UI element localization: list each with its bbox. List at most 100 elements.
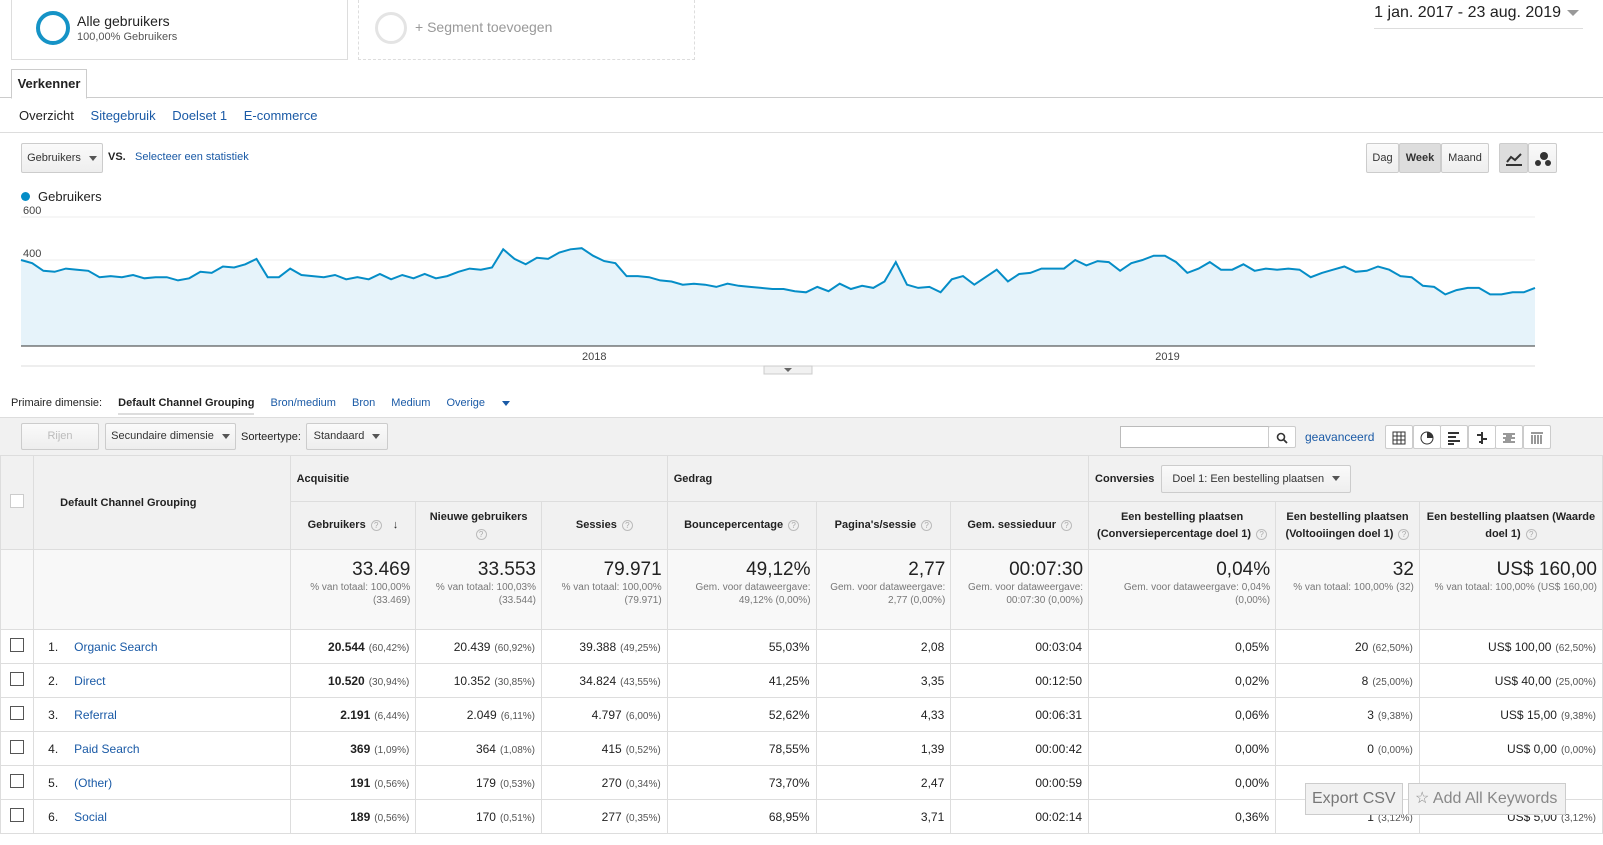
- search-button[interactable]: [1268, 426, 1296, 448]
- y-tick-label: 600: [23, 205, 41, 217]
- date-range-picker[interactable]: 1 jan. 2017 - 23 aug. 2019: [1374, 4, 1583, 29]
- row-checkbox[interactable]: [10, 638, 25, 652]
- dim-source-medium[interactable]: Bron/medium: [270, 397, 336, 409]
- help-icon[interactable]: ?: [1060, 520, 1072, 531]
- line-chart-button[interactable]: [1499, 143, 1528, 173]
- cell-avg-duration: 00:03:04: [950, 629, 1090, 664]
- col-goal-value[interactable]: Een bestelling plaatsen (Waarde doel 1)?: [1418, 501, 1603, 550]
- period-month-button[interactable]: Maand: [1441, 143, 1489, 173]
- row-checkbox[interactable]: [10, 808, 25, 822]
- cell-value: 00:12:50: [1035, 673, 1083, 688]
- users-line-chart[interactable]: 20040060020182019: [0, 205, 1603, 375]
- table-search-input[interactable]: [1120, 426, 1269, 448]
- metric-select[interactable]: Gebruikers: [21, 143, 103, 173]
- select-metric-link[interactable]: Selecteer een statistiek: [135, 151, 249, 163]
- dimension-header[interactable]: Default Channel Grouping: [33, 455, 291, 550]
- channel-link[interactable]: Direct: [74, 673, 106, 688]
- col-users[interactable]: Gebruikers? ↓: [289, 501, 417, 550]
- channel-link[interactable]: Social: [74, 809, 107, 824]
- period-week-button[interactable]: Week: [1399, 143, 1441, 173]
- help-icon[interactable]: ?: [475, 528, 487, 540]
- row-checkbox[interactable]: [10, 672, 25, 686]
- col-bounce-rate[interactable]: Bouncepercentage?: [666, 501, 817, 550]
- row-checkbox[interactable]: [10, 774, 25, 788]
- table-row[interactable]: 5. (Other) 191 (0,56%) 179 (0,53%) 270 (0,34%) 7…: [0, 765, 1603, 800]
- help-icon[interactable]: ?: [788, 520, 800, 531]
- subtab-overview[interactable]: Overzicht: [19, 108, 74, 123]
- cell-users: 189 (0,56%): [289, 799, 417, 834]
- subtab-goal-set-1[interactable]: Doelset 1: [172, 108, 228, 123]
- channel-link[interactable]: Paid Search: [74, 741, 140, 756]
- cell-goal-conv-rate: 0,05%: [1088, 629, 1277, 664]
- col-goal-conv-rate[interactable]: Een bestelling plaatsen (Conversiepercen…: [1088, 501, 1277, 550]
- cell-value: 68,95%: [768, 809, 810, 824]
- term-cloud-button[interactable]: [1495, 425, 1523, 449]
- tab-divider: [0, 97, 1603, 98]
- dim-default-channel-grouping[interactable]: Default Channel Grouping: [118, 397, 255, 415]
- help-icon[interactable]: ?: [1398, 528, 1410, 540]
- help-icon[interactable]: ?: [1525, 528, 1537, 540]
- sort-type-select[interactable]: Standaard: [306, 423, 388, 450]
- pivot-view-button[interactable]: [1522, 425, 1551, 449]
- cell-value: 2.191: [340, 707, 371, 722]
- col-sessions[interactable]: Sessies?: [541, 501, 668, 550]
- col-goal-conv-rate-label: Een bestelling plaatsen (Conversiepercen…: [1097, 510, 1252, 540]
- star-icon: ☆: [1415, 790, 1430, 807]
- dim-medium[interactable]: Medium: [391, 397, 431, 409]
- performance-view-button[interactable]: [1440, 425, 1468, 449]
- cell-new-users: 170 (0,51%): [415, 799, 542, 834]
- channel-link[interactable]: (Other): [74, 775, 113, 790]
- chevron-down-icon: [784, 368, 792, 372]
- help-icon[interactable]: ?: [921, 520, 933, 531]
- table-row[interactable]: 1. Organic Search 20.544 (60,42%) 20.439 (60,…: [0, 629, 1603, 664]
- cell-value: 3,71: [920, 809, 945, 824]
- subtab-site-usage[interactable]: Sitegebruik: [90, 108, 156, 123]
- channel-link[interactable]: Organic Search: [74, 639, 158, 654]
- add-segment-button[interactable]: + Segment toevoegen: [358, 0, 695, 60]
- cell-goal-value: US$ 15,00 (9,38%): [1418, 697, 1603, 732]
- cell-value: 2,08: [920, 639, 945, 654]
- select-all-checkbox[interactable]: [10, 494, 25, 508]
- subtab-ecommerce[interactable]: E-commerce: [243, 108, 318, 123]
- add-all-keywords-button[interactable]: ☆ Add All Keywords: [1408, 783, 1566, 815]
- channel-link[interactable]: Referral: [74, 707, 117, 722]
- row-checkbox[interactable]: [10, 706, 25, 720]
- cell-percent: (0,52%): [625, 744, 661, 756]
- plot-rows-button[interactable]: Rijen weergeven: [21, 423, 99, 467]
- col-goal-completions[interactable]: Een bestelling plaatsen (Voltooiingen do…: [1275, 501, 1420, 550]
- table-row[interactable]: 3. Referral 2.191 (6,44%) 2.049 (6,11%) 4.797(…: [0, 697, 1603, 732]
- period-day-button[interactable]: Dag: [1366, 143, 1399, 173]
- secondary-dimension-select[interactable]: Secundaire dimensie: [105, 423, 236, 450]
- total-main: 79.971: [603, 559, 662, 580]
- cell-value: 369: [350, 741, 371, 756]
- cell-goal-completions: 20 (62,50%): [1275, 629, 1420, 664]
- table-row[interactable]: 4. Paid Search 369 (1,09%) 364 (1,08%) 415 (0,5…: [0, 731, 1603, 766]
- total-main: 0,04%: [1216, 559, 1271, 580]
- advanced-filter-link[interactable]: geavanceerd: [1305, 430, 1375, 444]
- help-icon[interactable]: ?: [621, 520, 633, 531]
- col-pages-session[interactable]: Pagina's/sessie?: [815, 501, 952, 550]
- motion-chart-button[interactable]: [1528, 143, 1557, 173]
- cell-value: 0,00%: [1235, 741, 1270, 756]
- help-icon[interactable]: ?: [370, 520, 382, 531]
- dim-other[interactable]: Overige: [446, 397, 523, 409]
- col-new-users[interactable]: Nieuwe gebruikers?: [415, 501, 542, 550]
- cell-sessions: 415 (0,52%): [541, 731, 668, 766]
- segment-all-users[interactable]: Alle gebruikers 100,00% Gebruikers: [11, 0, 348, 60]
- dim-source[interactable]: Bron: [351, 397, 376, 409]
- export-csv-button[interactable]: Export CSV: [1305, 783, 1403, 815]
- comparison-view-button[interactable]: [1467, 425, 1496, 449]
- row-checkbox[interactable]: [10, 740, 25, 754]
- tab-explorer[interactable]: Verkenner: [11, 69, 87, 99]
- table-view-button[interactable]: [1385, 425, 1413, 449]
- col-avg-duration[interactable]: Gem. sessieduur?: [950, 501, 1090, 550]
- pie-view-button[interactable]: [1412, 425, 1441, 449]
- table-row[interactable]: 2. Direct 10.520 (30,94%) 10.352 (30,85%) 34.8…: [0, 663, 1603, 698]
- cell-percent: (25,00%): [1372, 676, 1413, 688]
- cell-percent: (9,38%): [1377, 710, 1413, 722]
- help-icon[interactable]: ?: [1256, 528, 1268, 540]
- goal-select[interactable]: Doel 1: Een bestelling plaatsen: [1161, 464, 1352, 493]
- cell-users: 2.191 (6,44%): [289, 697, 417, 732]
- row-dimension: 6. Social: [33, 799, 291, 834]
- total-goal-conv-rate: 0,04% Gem. voor dataweergave: 0,04% (0,00…: [1088, 549, 1277, 630]
